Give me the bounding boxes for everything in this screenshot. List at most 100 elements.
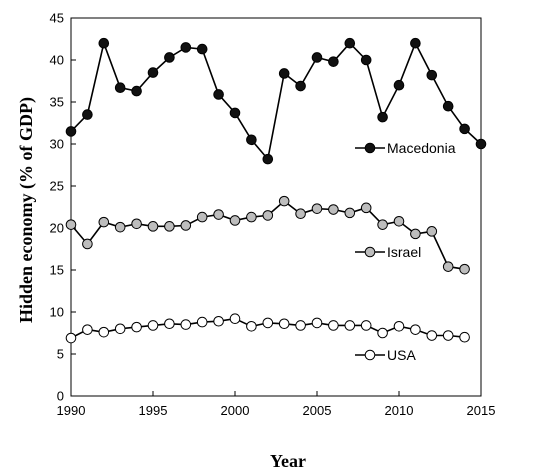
x-tick-label: 1990 [57,403,86,418]
y-tick-label: 30 [50,137,64,152]
data-point-macedonia [278,68,290,79]
data-point-usa [328,320,339,331]
legend-marker-israel [364,246,376,258]
x-axis-title: Year [270,451,306,471]
data-point-israel [393,215,405,227]
data-point-usa [180,319,192,330]
plot-frame [70,17,482,397]
y-tick-label: 45 [50,11,64,26]
data-point-macedonia [82,109,93,120]
data-point-usa [442,330,454,341]
legend-item-usa: USA [355,347,416,363]
data-point-usa [295,320,306,331]
legend-label-macedonia: Macedonia [387,140,456,156]
data-point-israel [360,202,372,214]
y-tick-label: 35 [50,95,64,110]
data-point-israel [229,215,241,226]
y-tick-label: 10 [50,305,64,320]
data-point-israel [164,221,175,232]
y-tick-label: 40 [50,53,64,68]
x-tick-label: 2010 [385,403,414,418]
legend-label-usa: USA [387,347,416,363]
data-point-macedonia [459,123,470,135]
data-point-israel [442,261,454,272]
data-point-macedonia [213,89,224,100]
legend-item-macedonia: Macedonia [355,140,456,156]
data-point-macedonia [164,52,175,63]
data-point-israel [213,209,224,220]
data-point-macedonia [311,52,323,63]
data-point-usa [131,321,142,333]
data-point-macedonia [229,107,241,119]
data-point-israel [344,207,356,219]
data-point-usa [262,317,274,329]
data-point-israel [65,219,77,230]
data-point-israel [147,221,159,232]
data-point-usa [147,320,159,331]
data-point-usa [82,324,93,335]
data-point-usa [459,331,470,343]
legend-marker-usa [364,349,376,361]
data-point-macedonia [344,37,356,49]
y-tick-label: 15 [50,263,64,278]
data-point-macedonia [147,67,159,78]
y-tick-label: 20 [50,221,64,236]
data-point-macedonia [196,43,208,55]
data-point-usa [278,318,290,330]
axes: 0 5 10 15 20 25 30 35 40 45 1990 1995 2000 2005 2010 20… [50,11,496,419]
y-tick-label: 5 [57,347,64,362]
series-macedonia [65,37,487,165]
series-layer [65,37,487,344]
data-point-usa [410,324,421,335]
y-tick-label: 25 [50,179,64,194]
legend-item-israel: Israel [355,244,421,260]
data-point-israel [410,228,421,240]
data-point-israel [426,226,438,237]
data-point-usa [377,327,388,339]
x-tick-label: 2005 [303,403,332,418]
data-point-usa [344,320,356,331]
data-point-israel [246,211,257,223]
legend-label-israel: Israel [387,244,421,260]
data-point-usa [98,326,110,338]
data-point-israel [311,203,323,214]
series-usa [65,313,470,344]
data-point-usa [196,316,208,328]
data-point-macedonia [393,79,405,91]
data-point-israel [262,210,274,221]
data-point-israel [98,216,110,228]
data-point-macedonia [246,134,257,146]
data-point-usa [65,332,77,344]
data-point-usa [114,323,126,335]
data-point-israel [278,195,290,207]
legend-layer: Macedonia Israel USA [355,140,456,363]
data-point-macedonia [114,82,126,94]
data-point-usa [360,320,372,331]
data-point-macedonia [377,111,388,123]
data-point-macedonia [295,80,306,92]
x-tick-label: 2000 [221,403,250,418]
data-point-israel [328,204,339,215]
data-point-israel [180,220,192,231]
data-point-israel [196,211,208,223]
data-point-macedonia [98,37,110,49]
data-point-usa [246,320,257,332]
data-point-macedonia [360,54,372,66]
data-point-macedonia [180,42,192,53]
data-point-israel [82,238,93,250]
data-point-macedonia [426,69,438,81]
data-point-macedonia [328,56,339,67]
y-tick-label: 0 [57,389,64,404]
data-point-israel [114,221,126,233]
data-point-macedonia [262,153,274,165]
x-tick-label: 2015 [467,403,496,418]
data-point-usa [426,330,438,341]
x-tick-label: 1995 [139,403,168,418]
data-point-usa [311,317,323,329]
data-point-israel [295,208,306,220]
data-point-macedonia [131,85,142,97]
data-point-usa [393,320,405,332]
data-point-israel [377,219,388,230]
data-point-usa [229,313,241,325]
